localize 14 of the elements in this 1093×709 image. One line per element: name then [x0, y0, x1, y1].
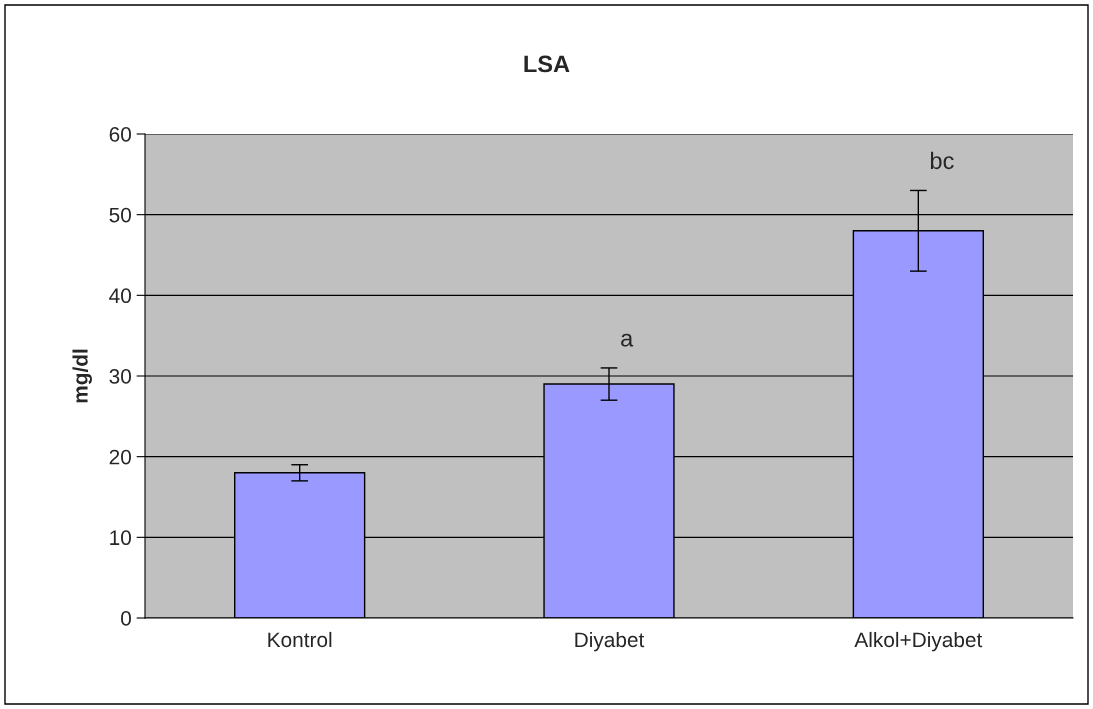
y-tick-label: 20 — [109, 449, 131, 465]
y-axis-title: mg/dl — [72, 349, 92, 403]
annotation: a — [621, 333, 634, 347]
x-tick-label: Diyabet — [575, 631, 645, 652]
chart-title: LSA — [524, 55, 570, 73]
annotation: bc — [930, 151, 954, 170]
x-tick-label: Kontrol — [268, 631, 332, 648]
x-tick-label: Alkol+Diyabet — [854, 631, 983, 652]
y-tick-label: 60 — [109, 127, 131, 142]
y-tick-label: 40 — [109, 288, 131, 304]
y-tick-label: 0 — [121, 611, 131, 626]
y-tick-label: 30 — [109, 369, 131, 384]
y-tick-label: 50 — [109, 207, 131, 223]
y-tick-label: 10 — [110, 530, 131, 546]
